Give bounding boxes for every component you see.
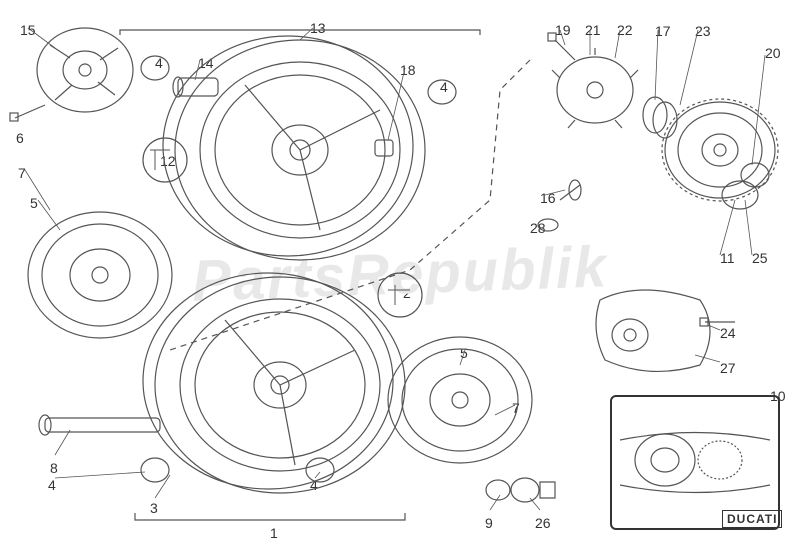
bearing-right xyxy=(306,458,334,482)
part-28 xyxy=(538,219,558,231)
detail-circle-12 xyxy=(143,138,187,182)
brake-disc-left xyxy=(28,212,172,338)
part-16 xyxy=(560,185,580,200)
line-art xyxy=(0,0,799,547)
spacer-14 xyxy=(173,77,218,97)
chain-guard xyxy=(596,290,710,371)
inset-contents xyxy=(620,433,770,493)
small-brake-disc xyxy=(37,28,133,112)
detail-circle-2 xyxy=(378,273,422,317)
bracket-bottom xyxy=(135,513,405,520)
sprocket-carrier xyxy=(552,48,638,128)
rear-wheel-rim xyxy=(163,36,425,260)
front-wheel-rim xyxy=(143,273,405,493)
bearing-left xyxy=(141,458,169,482)
axle-nut xyxy=(741,163,769,187)
axle xyxy=(39,415,160,435)
bracket-top xyxy=(120,30,480,35)
screw-19 xyxy=(555,40,575,60)
guide-line xyxy=(170,60,530,350)
diagram-area: PartsRepublik xyxy=(0,0,799,547)
brake-disc-right xyxy=(388,337,532,463)
bolt-6 xyxy=(15,105,45,118)
